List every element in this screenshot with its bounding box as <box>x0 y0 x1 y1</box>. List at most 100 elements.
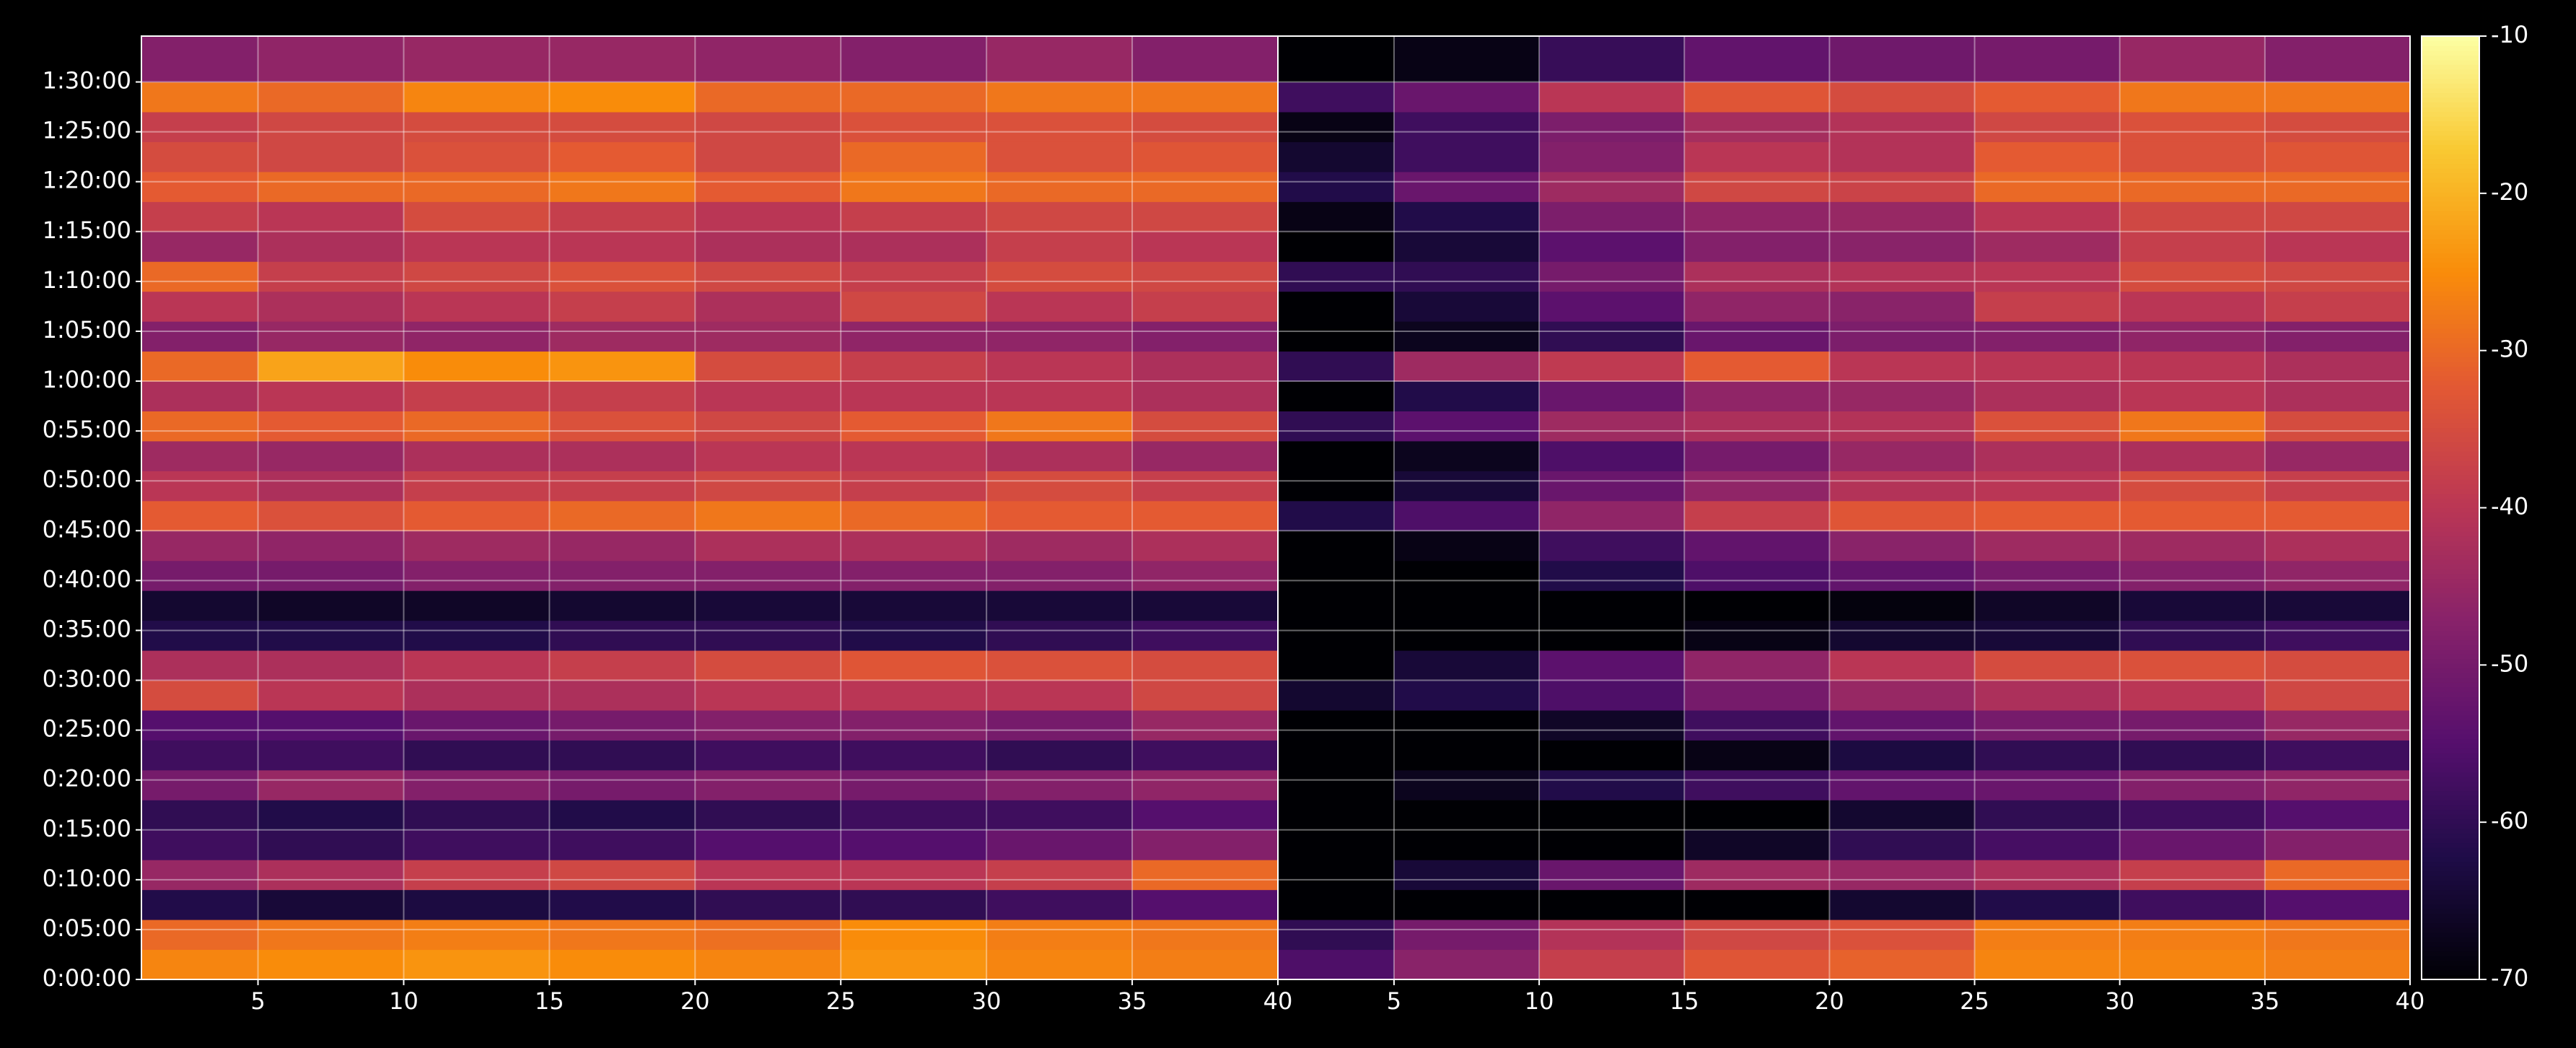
heat-cell <box>1974 351 2121 382</box>
heat-cell <box>1974 141 2121 173</box>
colorbar-step <box>2422 455 2479 461</box>
heat-cell <box>141 920 259 951</box>
y-tick-label: 0:00:00 <box>43 964 131 992</box>
heat-cell <box>2119 291 2266 322</box>
colorbar-step <box>2422 300 2479 306</box>
colorbar-step <box>2422 837 2479 844</box>
x-tick-label: 40 <box>2396 987 2425 1015</box>
colorbar-step <box>2422 243 2479 249</box>
heat-cell <box>1684 590 1830 621</box>
colorbar-step <box>2422 178 2479 183</box>
x-tick-label: 35 <box>2250 987 2279 1015</box>
heat-cell <box>1684 471 1830 502</box>
heat-cell <box>141 740 259 771</box>
heat-cell <box>549 261 696 292</box>
heat-cell <box>1684 620 1830 651</box>
heat-cell <box>258 171 404 202</box>
heat-cell <box>1974 261 2121 292</box>
x-tick-label: 15 <box>1670 987 1699 1015</box>
colorbar-step <box>2422 927 2479 933</box>
colorbar-step <box>2422 144 2479 150</box>
heat-cell <box>1278 261 1395 292</box>
colorbar-step <box>2422 800 2479 805</box>
heat-cell <box>1974 889 2121 920</box>
heat-cell <box>1684 740 1830 771</box>
heat-cell <box>1974 231 2121 262</box>
heat-cell <box>1539 800 1685 831</box>
heat-cell <box>2264 471 2411 502</box>
colorbar-step <box>2422 696 2479 702</box>
heat-cell <box>258 560 404 591</box>
heat-cell <box>841 590 987 621</box>
heat-cell <box>1393 500 1540 531</box>
heat-cell <box>403 769 550 800</box>
heat-cell <box>1829 440 1976 471</box>
heat-cell <box>841 381 987 411</box>
heat-cell <box>2119 620 2266 651</box>
colorbar-step <box>2422 762 2479 768</box>
heat-cell <box>1393 860 1540 891</box>
heat-cell <box>403 590 550 621</box>
heat-cell <box>403 530 550 562</box>
heat-cell <box>695 440 841 471</box>
heat-cell <box>1974 620 2121 651</box>
colorbar-step <box>2422 729 2479 735</box>
heat-cell <box>1132 590 1279 621</box>
heat-cell <box>258 141 404 173</box>
colorbar-step <box>2422 880 2479 886</box>
heat-cell <box>1278 920 1395 951</box>
heat-cell <box>2264 500 2411 531</box>
colorbar-step <box>2422 517 2479 523</box>
heat-cell <box>258 291 404 322</box>
colorbar-step <box>2422 281 2479 287</box>
heat-cell <box>1393 920 1540 951</box>
colorbar-step <box>2422 167 2479 174</box>
heat-cell <box>2119 36 2266 83</box>
heat-cell <box>1684 500 1830 531</box>
heat-cell <box>1539 709 1685 741</box>
colorbar-step <box>2422 135 2479 141</box>
heat-cell <box>1393 291 1540 322</box>
heat-cell <box>695 769 841 800</box>
heat-cell <box>841 889 987 920</box>
heat-cell <box>2119 411 2266 442</box>
heat-cell <box>986 620 1133 651</box>
heat-cell <box>549 171 696 202</box>
colorbar-step <box>2422 437 2479 442</box>
heat-cell <box>1393 590 1540 621</box>
heat-cell <box>549 141 696 173</box>
y-tick-label: 1:30:00 <box>43 67 131 95</box>
colorbar-step <box>2422 465 2479 471</box>
colorbar-step <box>2422 64 2479 70</box>
heat-cell <box>1132 231 1279 262</box>
heat-cell <box>1393 141 1540 173</box>
heat-cell <box>2119 860 2266 891</box>
heat-cell <box>403 620 550 651</box>
heat-cell <box>1278 201 1395 232</box>
heat-cell <box>403 82 550 113</box>
heat-cell <box>1684 36 1830 83</box>
colorbar-step <box>2422 427 2479 433</box>
colorbar-step <box>2422 290 2479 297</box>
colorbar-step <box>2422 248 2479 254</box>
heat-cell <box>841 650 987 681</box>
heat-cell <box>1132 500 1279 531</box>
colorbar-step <box>2422 578 2479 584</box>
heat-cell <box>141 860 259 891</box>
heat-cell <box>1393 36 1540 83</box>
colorbar-step <box>2422 946 2479 952</box>
heat-cell <box>1539 829 1685 860</box>
heat-cell <box>1393 171 1540 202</box>
colorbar-step <box>2422 474 2479 480</box>
heat-cell <box>1829 740 1976 771</box>
heat-cell <box>986 709 1133 741</box>
colorbar-step <box>2422 828 2479 834</box>
colorbar-step <box>2422 460 2479 466</box>
heat-cell <box>695 141 841 173</box>
heat-cell <box>141 231 259 262</box>
heat-cell <box>549 620 696 651</box>
colorbar-step <box>2422 658 2479 664</box>
heat-cell <box>141 680 259 711</box>
heat-cell <box>1132 471 1279 502</box>
heat-cell <box>141 141 259 173</box>
